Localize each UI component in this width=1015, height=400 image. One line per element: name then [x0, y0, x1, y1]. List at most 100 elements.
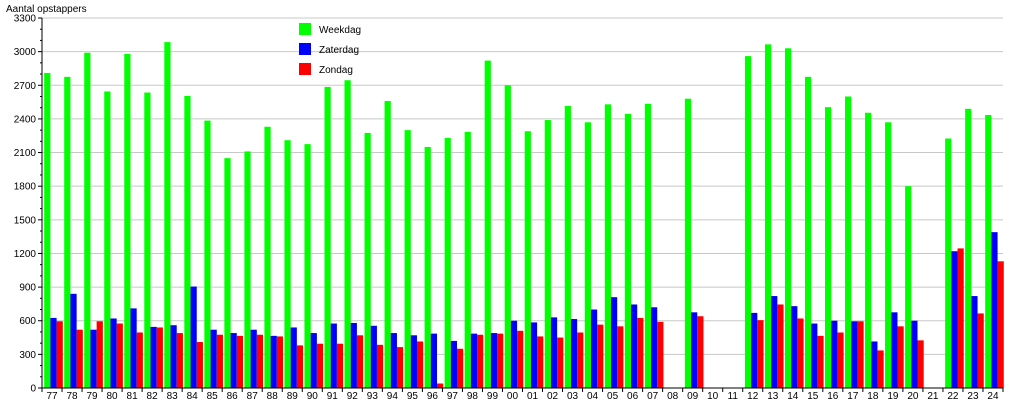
- x-tick-label: 10: [707, 391, 719, 400]
- axes: [38, 17, 1004, 392]
- x-tick-label: 23: [967, 391, 979, 400]
- x-tick-label: 20: [907, 391, 919, 400]
- bar-zaterdag-80: [110, 318, 117, 388]
- bar-weekdag-22: [945, 138, 952, 388]
- bar-weekdag-09: [684, 98, 692, 389]
- bar-zondag-00: [517, 330, 524, 388]
- bar-zaterdag-06: [631, 304, 638, 388]
- bar-weekdag-86: [224, 158, 231, 388]
- y-tick-label: 1200: [14, 249, 37, 260]
- bar-zondag-96: [436, 383, 444, 388]
- legend-label-weekdag: Weekdag: [319, 25, 361, 36]
- bar-weekdag-98: [464, 131, 471, 388]
- y-tick-label: 1500: [14, 215, 37, 226]
- x-tick-label: 97: [447, 391, 459, 400]
- bar-weekdag-93: [364, 132, 371, 388]
- x-tick-label: 18: [867, 391, 879, 400]
- x-tick-label: 92: [347, 391, 359, 400]
- x-tick-label: 03: [567, 391, 579, 400]
- bar-weekdag-03: [564, 106, 571, 389]
- bar-zaterdag-85: [210, 329, 217, 388]
- bar-zondag-07: [657, 321, 664, 388]
- x-tick-label: 87: [247, 391, 259, 400]
- bar-zaterdag-87: [250, 329, 257, 388]
- bar-weekdag-81: [124, 53, 131, 389]
- x-tick-label: 09: [687, 391, 699, 400]
- x-tick-label: 14: [787, 391, 799, 400]
- bar-weekdag-17: [845, 96, 852, 388]
- bar-zaterdag-04: [590, 309, 598, 388]
- x-tick-label: 78: [66, 391, 78, 400]
- bar-zondag-18: [877, 350, 884, 388]
- bar-zaterdag-01: [530, 322, 538, 388]
- bar-weekdag-87: [244, 151, 251, 388]
- y-tick-label: 900: [19, 283, 36, 294]
- x-tick-label: 17: [847, 391, 859, 400]
- bar-zaterdag-92: [350, 322, 357, 388]
- x-tick-label: 83: [167, 391, 179, 400]
- bar-weekdag-96: [424, 146, 431, 388]
- x-tick-label: 85: [207, 391, 219, 400]
- x-tick-label: 21: [927, 391, 939, 400]
- bar-zondag-06: [637, 317, 644, 388]
- bar-zaterdag-90: [310, 333, 317, 388]
- bar-weekdag-91: [324, 86, 331, 389]
- x-tick-label: 13: [767, 391, 779, 400]
- bar-weekdag-12: [744, 56, 752, 388]
- legend-swatch-weekdag: [299, 23, 311, 35]
- bar-weekdag-06: [624, 113, 632, 388]
- bar-zondag-23: [977, 313, 984, 388]
- bar-weekdag-07: [644, 103, 652, 388]
- bar-weekdag-18: [865, 112, 872, 388]
- bar-zaterdag-83: [170, 325, 177, 388]
- bar-zaterdag-13: [771, 296, 778, 388]
- bar-weekdag-89: [284, 140, 291, 388]
- x-tick-label: 94: [387, 391, 399, 400]
- x-tick-label: 88: [267, 391, 279, 400]
- bar-weekdag-13: [764, 44, 772, 389]
- bar-zaterdag-86: [230, 333, 237, 388]
- x-tick-label: 02: [547, 391, 559, 400]
- bar-weekdag-01: [524, 131, 531, 388]
- bar-zaterdag-14: [791, 306, 798, 388]
- x-tick-label: 24: [987, 391, 999, 400]
- x-tick-label: 96: [427, 391, 439, 400]
- bar-zaterdag-16: [831, 320, 838, 388]
- bar-zaterdag-82: [150, 326, 157, 388]
- x-tick-label: 90: [307, 391, 319, 400]
- bar-zondag-91: [336, 343, 344, 388]
- bar-zondag-99: [497, 333, 504, 388]
- bar-zondag-03: [577, 332, 584, 388]
- x-tick-label: 11: [728, 391, 739, 400]
- bar-weekdag-90: [304, 144, 311, 388]
- bar-zondag-78: [76, 329, 83, 388]
- bar-weekdag-94: [384, 100, 391, 388]
- bar-zondag-85: [216, 334, 223, 388]
- bar-zondag-87: [256, 334, 264, 388]
- bar-zondag-16: [837, 332, 844, 388]
- legend-swatch-zondag: [299, 63, 311, 75]
- x-tick-label: 04: [587, 391, 599, 400]
- bar-weekdag-84: [184, 95, 191, 388]
- bar-weekdag-80: [104, 91, 111, 388]
- bar-zondag-77: [56, 321, 63, 388]
- x-tick-label: 00: [507, 391, 519, 400]
- bar-zaterdag-22: [951, 251, 958, 388]
- bar-zaterdag-09: [691, 312, 698, 388]
- bar-zaterdag-96: [430, 333, 437, 388]
- bar-zaterdag-91: [330, 323, 337, 388]
- bar-zondag-95: [416, 341, 424, 388]
- bar-zaterdag-18: [871, 341, 878, 388]
- bar-zaterdag-81: [130, 308, 137, 388]
- bar-zondag-05: [617, 326, 624, 388]
- x-tick-label: 16: [827, 391, 839, 400]
- bar-zondag-13: [777, 304, 784, 388]
- bar-zaterdag-07: [651, 307, 658, 388]
- x-tick-label: 19: [887, 391, 899, 400]
- bar-zaterdag-97: [450, 340, 458, 388]
- bar-weekdag-88: [264, 126, 271, 389]
- bar-zaterdag-05: [610, 297, 618, 388]
- y-tick-label: 2100: [14, 148, 37, 159]
- y-tick-labels: 0 300 600 900 1200 1500 1800 2100 2400 2700 3000 33…: [14, 14, 37, 395]
- bar-zondag-82: [156, 327, 163, 388]
